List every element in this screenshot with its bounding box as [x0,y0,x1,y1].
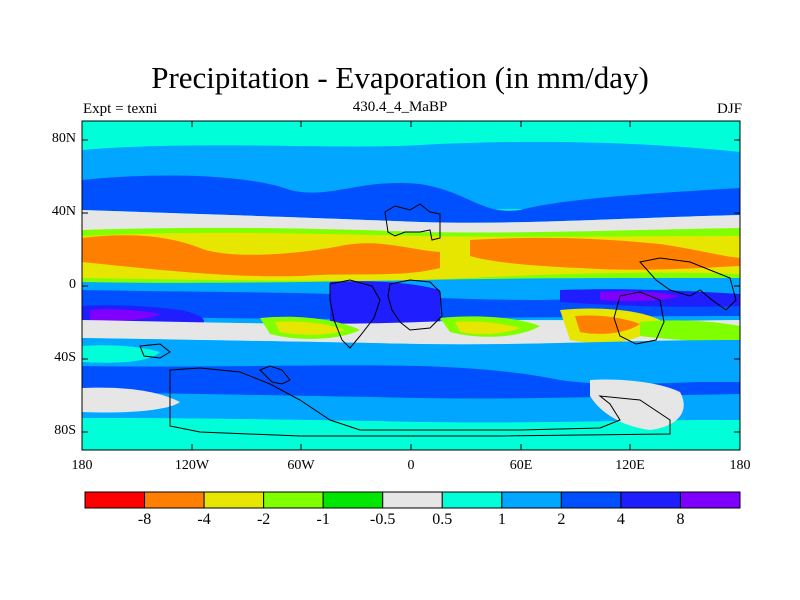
field-patch-south-atlantic-yellow [275,321,345,335]
y-tick-label: 0 [69,277,76,292]
coastline-south-america [329,279,381,349]
colorbar-label: 8 [676,511,685,528]
field-patch-antarctic-neutral [590,379,684,430]
coastline-antarctica [169,367,671,437]
field-patch-south-pacific-cyan [82,345,160,363]
field-patch-south-pacific-neutral [82,387,180,413]
field-patch-indian-yellow [455,321,520,335]
x-tick-label: 0 [407,458,415,473]
tick-marks [82,121,740,450]
field-patch-east-pacific-green [640,320,740,342]
colorbar-label: 1 [497,511,506,528]
coastlines [139,203,737,437]
coastline-island [139,343,171,359]
colorbar-swatch [144,491,205,509]
y-tick-label: 80N [51,131,76,146]
y-tick-label: 40S [54,350,76,365]
colorbar-swatch [501,491,562,509]
colorbar-label: 2 [557,511,566,528]
coastline-europe [384,203,441,241]
x-tick-label: 180 [729,458,751,473]
field-band-north-blue [82,175,740,223]
colorbar [84,491,741,509]
colorbar-swatch [322,491,384,509]
x-tick-label: 180 [71,458,93,473]
x-tick-label: 60W [287,458,315,473]
y-tick-label: 40N [51,204,76,219]
field-patch-orange-asia [470,237,740,270]
experiment-label: Expt = texni [83,101,158,117]
x-tick-label: 120E [615,458,645,473]
field-band-south-blue [82,365,740,399]
colorbar-swatch [263,491,324,509]
colorbar-swatch [679,491,741,509]
x-tick-label: 60E [509,458,533,473]
colorbar-label: -0.5 [370,511,396,528]
colorbar-label: -8 [137,511,152,528]
field-patch-west-pacific-purple [90,309,160,321]
field-patch-pacific-purple [600,291,680,302]
x-tick-label: 120W [174,458,210,473]
colorbar-swatch [441,491,503,509]
field-patch-australia-orange [575,315,640,334]
colorbar-label: -1 [316,511,330,528]
colorbar-label: 0.5 [432,511,453,528]
colorbar-label: -2 [256,511,271,528]
coastline-africa [387,279,443,331]
map-field [82,121,740,450]
field-patch-orange-atlantic [82,235,440,277]
colorbar-label: 4 [616,511,625,528]
coastline-australia [613,291,665,345]
colorbar-label: -4 [197,511,211,528]
colorbar-swatch [203,491,265,509]
period-label: 430.4_4_MaBP [352,99,448,115]
field-patch-equator-africa-dark [330,281,440,331]
colorbar-swatch [84,491,146,509]
colorbar-swatch [620,491,681,509]
coastline-peninsula [259,365,291,385]
colorbar-swatch [560,491,622,509]
y-tick-label: 80S [54,423,76,438]
map-title: Precipitation - Evaporation (in mm/day) [151,60,649,95]
field-band-polar-south [82,418,740,450]
season-label: DJF [716,101,742,117]
coastline-asia [639,257,737,311]
colorbar-swatch [382,491,443,509]
